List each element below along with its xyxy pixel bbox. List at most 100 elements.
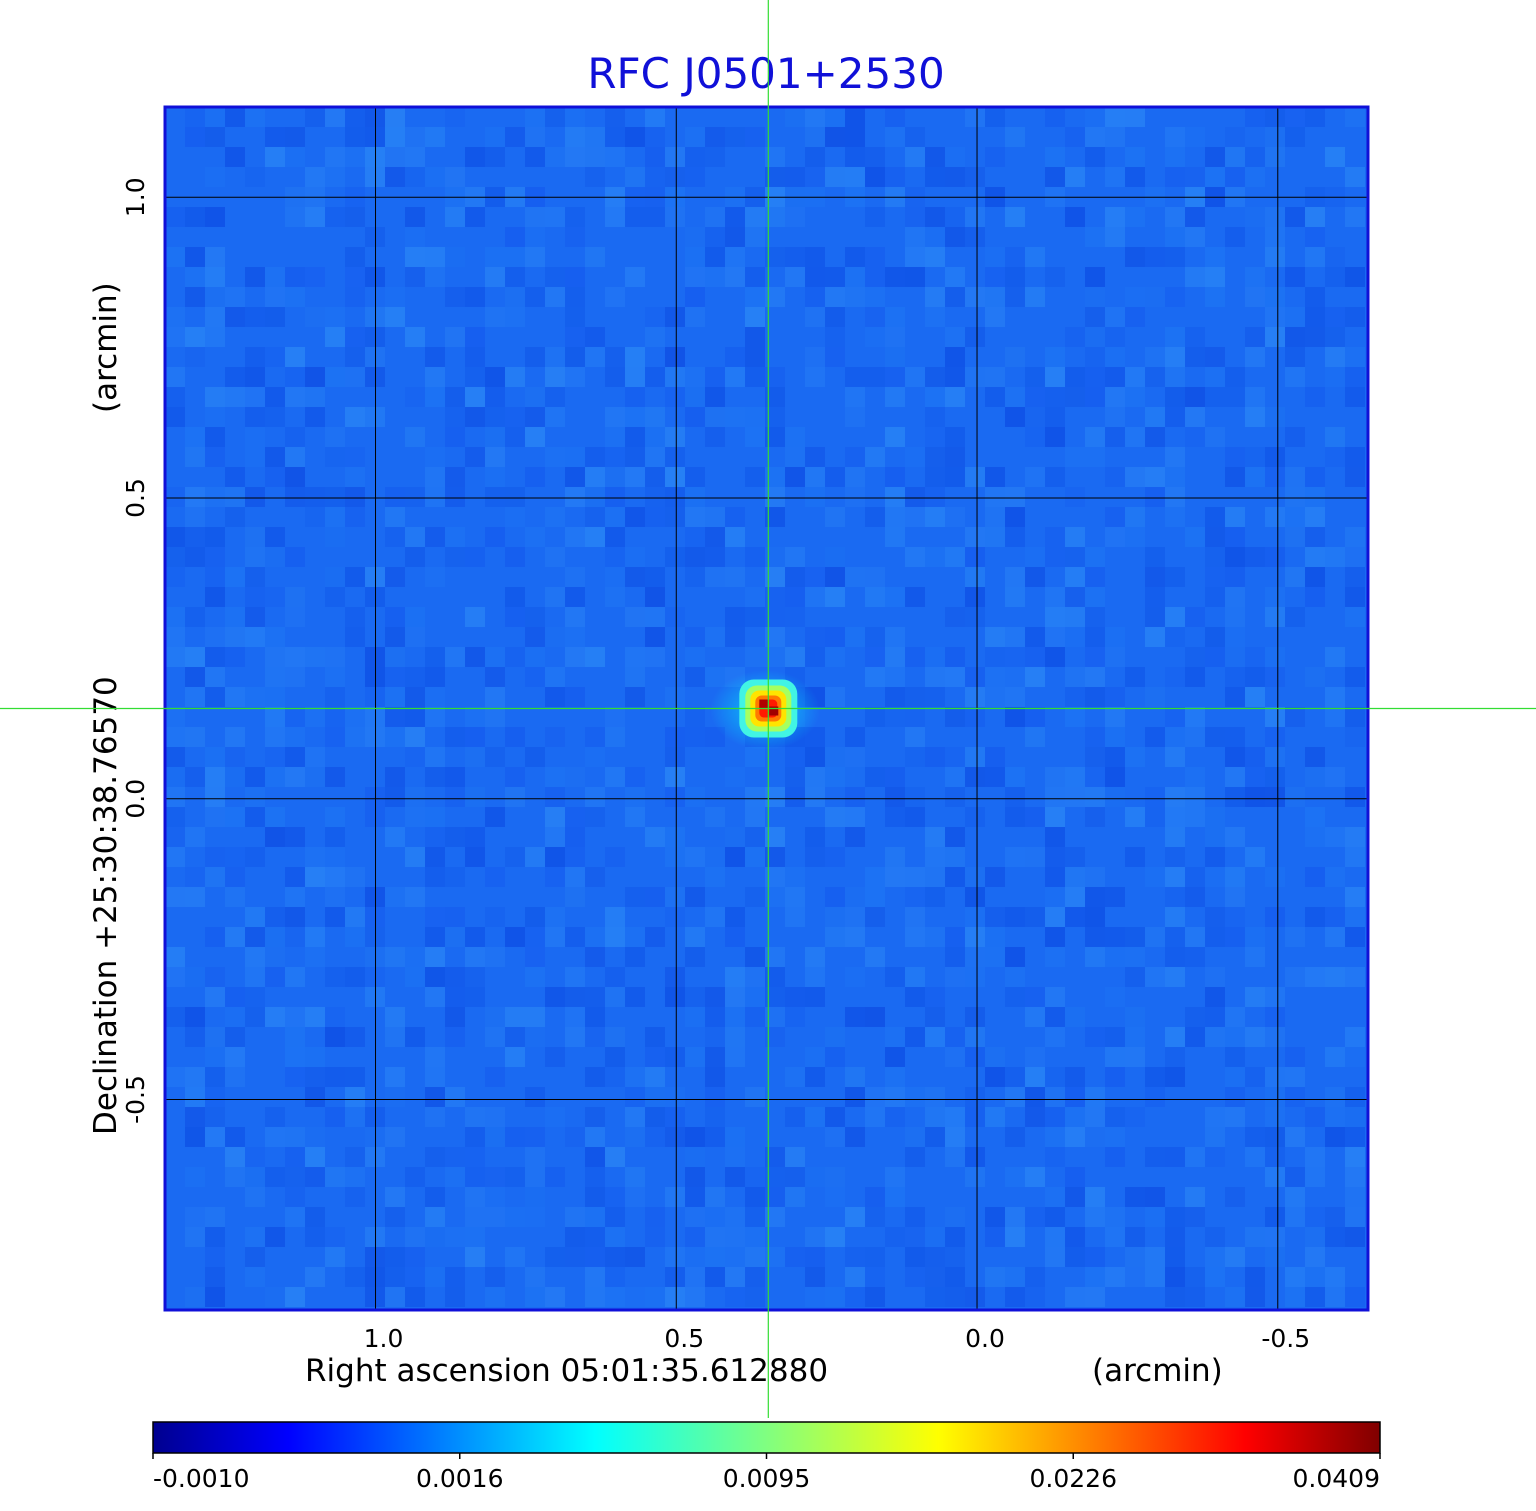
noise-pixel	[925, 1247, 945, 1267]
noise-pixel	[765, 507, 785, 527]
noise-pixel	[1085, 687, 1105, 707]
noise-pixel	[945, 947, 965, 967]
noise-pixel	[985, 247, 1005, 267]
noise-pixel	[905, 1247, 925, 1267]
noise-pixel	[1285, 1287, 1305, 1307]
noise-pixel	[925, 1127, 945, 1147]
noise-pixel	[705, 1007, 725, 1027]
noise-pixel	[865, 647, 885, 667]
noise-pixel	[285, 587, 305, 607]
noise-pixel	[745, 547, 765, 567]
noise-pixel	[765, 167, 785, 187]
noise-pixel	[165, 727, 185, 747]
noise-pixel	[1245, 1227, 1265, 1247]
noise-pixel	[785, 207, 805, 227]
noise-pixel	[445, 387, 465, 407]
noise-pixel	[885, 267, 905, 287]
x-tick-label: 0.0	[965, 1324, 1005, 1353]
noise-pixel	[925, 1287, 945, 1307]
noise-pixel	[665, 687, 685, 707]
noise-pixel	[405, 747, 425, 767]
noise-pixel	[1005, 1227, 1025, 1247]
noise-pixel	[1265, 767, 1285, 787]
noise-pixel	[685, 547, 705, 567]
noise-pixel	[505, 927, 525, 947]
noise-pixel	[1245, 447, 1265, 467]
noise-pixel	[1005, 1087, 1025, 1107]
noise-pixel	[1225, 147, 1245, 167]
noise-pixel	[465, 387, 485, 407]
noise-pixel	[1225, 587, 1245, 607]
noise-pixel	[825, 327, 845, 347]
noise-pixel	[465, 727, 485, 747]
noise-pixel	[325, 527, 345, 547]
noise-pixel	[1045, 527, 1065, 547]
noise-pixel	[1125, 1107, 1145, 1127]
noise-pixel	[325, 807, 345, 827]
noise-pixel	[1045, 347, 1065, 367]
noise-pixel	[665, 1047, 685, 1067]
noise-pixel	[905, 1087, 925, 1107]
noise-pixel	[1025, 1047, 1045, 1067]
noise-pixel	[665, 167, 685, 187]
noise-pixel	[1325, 707, 1345, 727]
noise-pixel	[645, 307, 665, 327]
noise-pixel	[545, 727, 565, 747]
noise-pixel	[805, 1247, 825, 1267]
noise-pixel	[265, 547, 285, 567]
noise-pixel	[1065, 567, 1085, 587]
noise-pixel	[805, 847, 825, 867]
noise-pixel	[425, 707, 445, 727]
noise-pixel	[1085, 307, 1105, 327]
noise-pixel	[1305, 1247, 1325, 1267]
noise-pixel	[1125, 387, 1145, 407]
noise-pixel	[1265, 207, 1285, 227]
noise-pixel	[1205, 527, 1225, 547]
noise-pixel	[1065, 1087, 1085, 1107]
noise-pixel	[965, 667, 985, 687]
noise-pixel	[685, 387, 705, 407]
noise-pixel	[225, 147, 245, 167]
noise-pixel	[365, 807, 385, 827]
noise-pixel	[1185, 407, 1205, 427]
noise-pixel	[825, 127, 845, 147]
noise-pixel	[205, 1027, 225, 1047]
noise-pixel	[305, 487, 325, 507]
noise-pixel	[1185, 1147, 1205, 1167]
noise-pixel	[585, 247, 605, 267]
noise-pixel	[1105, 387, 1125, 407]
noise-pixel	[825, 1127, 845, 1147]
noise-pixel	[385, 787, 405, 807]
noise-pixel	[805, 447, 825, 467]
noise-pixel	[185, 1087, 205, 1107]
noise-pixel	[1085, 887, 1105, 907]
noise-pixel	[245, 307, 265, 327]
noise-pixel	[1105, 727, 1125, 747]
noise-pixel	[525, 1147, 545, 1167]
noise-pixel	[945, 647, 965, 667]
noise-pixel	[1345, 727, 1365, 747]
noise-pixel	[945, 367, 965, 387]
noise-pixel	[345, 127, 365, 147]
noise-pixel	[1125, 1247, 1145, 1267]
noise-pixel	[225, 607, 245, 627]
noise-pixel	[1345, 927, 1365, 947]
noise-pixel	[305, 647, 325, 667]
noise-pixel	[825, 807, 845, 827]
noise-pixel	[1005, 507, 1025, 527]
noise-pixel	[285, 887, 305, 907]
noise-pixel	[805, 1227, 825, 1247]
noise-pixel	[1005, 787, 1025, 807]
noise-pixel	[185, 607, 205, 627]
noise-pixel	[1345, 467, 1365, 487]
noise-pixel	[865, 1187, 885, 1207]
noise-pixel	[305, 1267, 325, 1287]
noise-pixel	[325, 167, 345, 187]
noise-pixel	[425, 347, 445, 367]
noise-pixel	[345, 627, 365, 647]
noise-pixel	[425, 367, 445, 387]
noise-pixel	[985, 147, 1005, 167]
noise-pixel	[1265, 1207, 1285, 1227]
colorbar-gradient	[152, 1421, 1381, 1454]
noise-pixel	[565, 1207, 585, 1227]
